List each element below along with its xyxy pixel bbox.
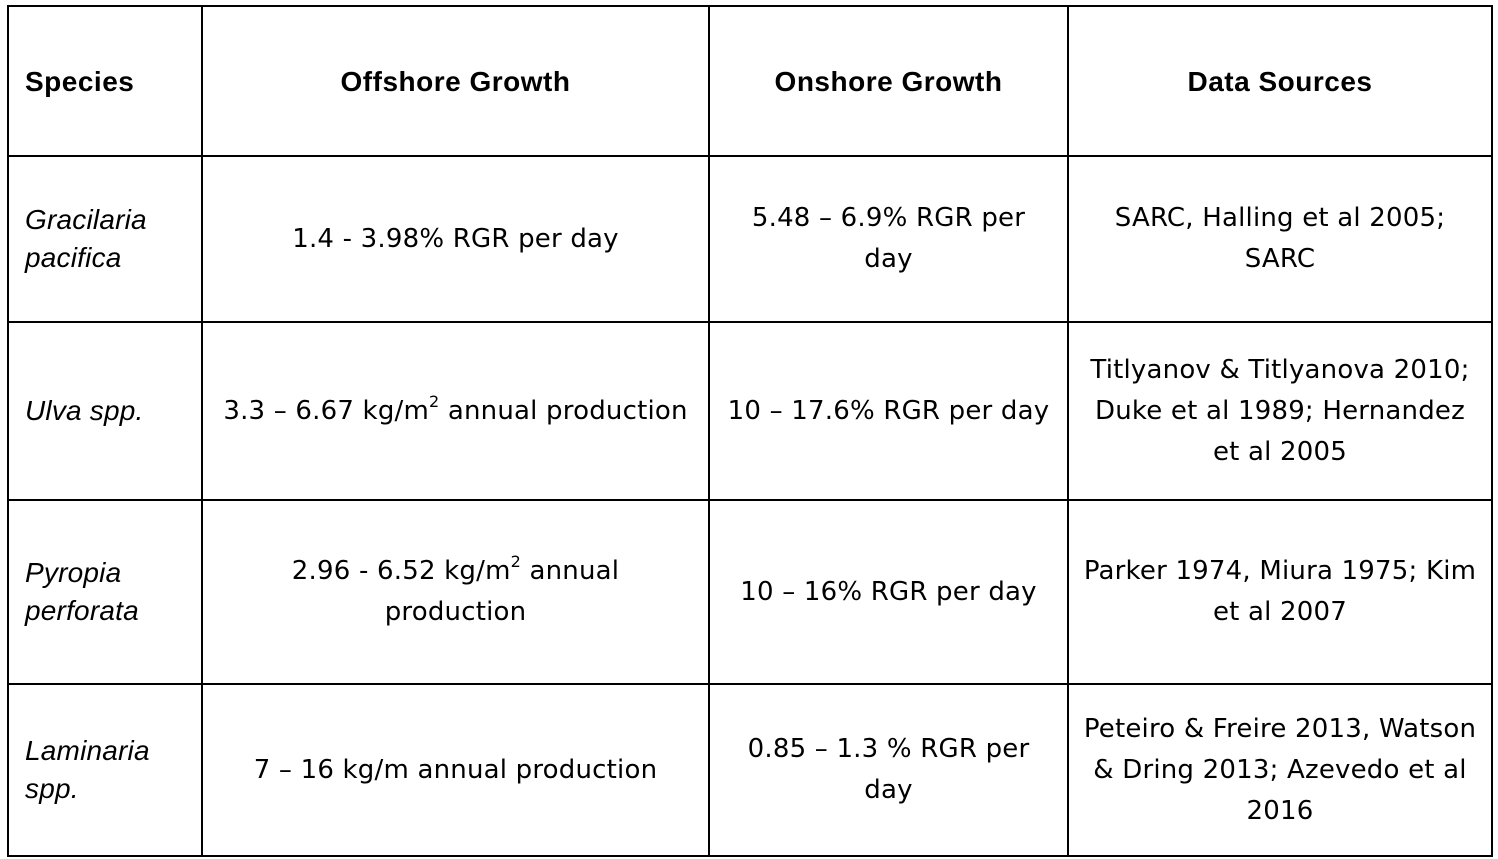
species-name-line2: spp. (25, 773, 79, 804)
offshore-growth-cell: 7 – 16 kg/m annual production (201, 683, 710, 857)
species-name-line2: perforata (25, 595, 139, 626)
data-sources-cell: Parker 1974, Miura 1975; Kim et al 2007 (1067, 499, 1493, 685)
table-row: Pyropia perforata 2.96 - 6.52 kg/m2 annua… (7, 499, 1493, 685)
data-sources-cell: Titlyanov & Titlyanova 2010; Duke et al … (1067, 321, 1493, 501)
seaweed-growth-table: Species Offshore Growth Onshore Growth D… (7, 5, 1493, 857)
species-name-line1: Gracilaria (25, 204, 147, 235)
species-cell: Gracilaria pacifica (7, 155, 203, 323)
onshore-growth-cell: 10 – 17.6% RGR per day (708, 321, 1069, 501)
data-sources-cell: SARC, Halling et al 2005; SARC (1067, 155, 1493, 323)
onshore-growth-cell: 5.48 – 6.9% RGR per day (708, 155, 1069, 323)
species-cell: Ulva spp. (7, 321, 203, 501)
offshore-growth-cell: 2.96 - 6.52 kg/m2 annual production (201, 499, 710, 685)
species-cell: Laminaria spp. (7, 683, 203, 857)
offshore-growth-value: 2.96 - 6.52 kg/m (291, 556, 511, 586)
onshore-growth-cell: 0.85 – 1.3 % RGR per day (708, 683, 1069, 857)
species-name-line1: Laminaria (25, 735, 150, 766)
offshore-growth-cell: 3.3 – 6.67 kg/m2 annual production (201, 321, 710, 501)
header-species: Species (7, 5, 203, 157)
offshore-growth-value: 1.4 - 3.98% RGR per day (292, 223, 619, 254)
onshore-growth-cell: 10 – 16% RGR per day (708, 499, 1069, 685)
species-cell: Pyropia perforata (7, 499, 203, 685)
species-name-line2: pacifica (25, 242, 122, 273)
offshore-growth-cell: 1.4 - 3.98% RGR per day (201, 155, 710, 323)
offshore-growth-suffix: annual production (439, 395, 688, 426)
species-name-line1: Pyropia (25, 557, 122, 588)
table-row: Ulva spp. 3.3 – 6.67 kg/m2 annual produc… (7, 321, 1493, 501)
header-row: Species Offshore Growth Onshore Growth D… (7, 5, 1493, 157)
header-data-sources: Data Sources (1067, 5, 1493, 157)
table-row: Laminaria spp. 7 – 16 kg/m annual product… (7, 683, 1493, 857)
offshore-growth-superscript: 2 (429, 391, 440, 411)
data-sources-cell: Peteiro & Freire 2013, Watson & Dring 20… (1067, 683, 1493, 857)
offshore-growth-suffix: annual production (384, 556, 620, 627)
species-name-line1: Ulva spp. (25, 395, 144, 426)
header-onshore-growth: Onshore Growth (708, 5, 1069, 157)
table-row: Gracilaria pacifica 1.4 - 3.98% RGR per d… (7, 155, 1493, 323)
offshore-growth-superscript: 2 (510, 552, 521, 572)
offshore-growth-value: 3.3 – 6.67 kg/m (223, 395, 430, 426)
header-offshore-growth: Offshore Growth (201, 5, 710, 157)
offshore-growth-value: 7 – 16 kg/m annual production (253, 754, 658, 785)
